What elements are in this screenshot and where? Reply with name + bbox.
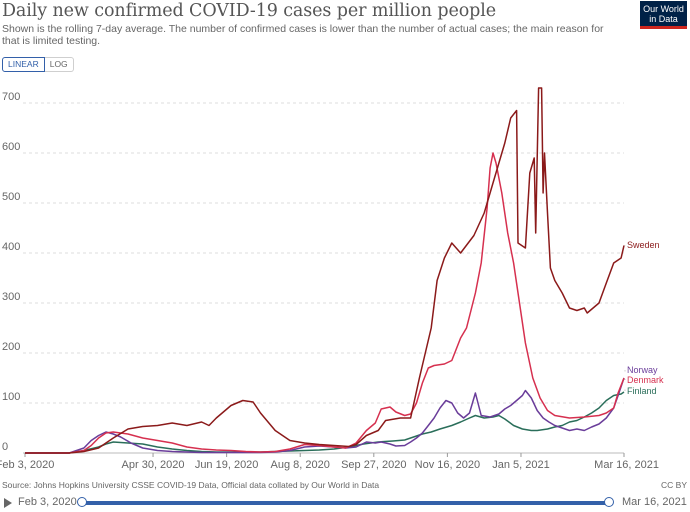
y-tick-label: 300 (2, 291, 20, 303)
license-link[interactable]: CC BY (661, 480, 687, 490)
x-tick-label: Aug 8, 2020 (271, 459, 330, 471)
chart-title: Daily new confirmed COVID-19 cases per m… (2, 1, 497, 21)
x-tick-label: Apr 30, 2020 (122, 459, 185, 471)
source-note: Source: Johns Hopkins University CSSE CO… (2, 480, 380, 490)
legend-label-denmark[interactable]: Denmark (627, 375, 664, 385)
log-scale-button[interactable]: LOG (44, 57, 74, 72)
play-icon[interactable] (4, 498, 12, 508)
x-tick-label: Sep 27, 2020 (341, 459, 406, 471)
legend-label-finland[interactable]: Finland (627, 386, 657, 396)
y-tick-label: 500 (2, 191, 20, 203)
legend-label-sweden[interactable]: Sweden (627, 240, 660, 250)
y-tick-label: 0 (2, 441, 8, 453)
timeline-start-label: Feb 3, 2020 (18, 496, 77, 508)
timeline-start-handle[interactable] (77, 497, 87, 507)
y-tick-label: 700 (2, 91, 20, 103)
timeline: Feb 3, 2020 Mar 16, 2021 (0, 496, 690, 512)
legend-label-norway[interactable]: Norway (627, 365, 658, 375)
chart-subtitle: Shown is the rolling 7-day average. The … (2, 23, 604, 47)
series-lines (25, 87, 625, 454)
series-line-norway[interactable] (25, 377, 625, 454)
series-line-finland[interactable] (25, 391, 625, 454)
x-tick-label: Feb 3, 2020 (0, 459, 54, 471)
linear-scale-button[interactable]: LINEAR (2, 57, 45, 72)
timeline-end-label: Mar 16, 2021 (622, 496, 687, 508)
series-line-sweden[interactable] (25, 87, 625, 454)
owid-logo[interactable]: Our World in Data (640, 1, 687, 29)
logo-line-1: Our World (643, 4, 684, 14)
timeline-track[interactable] (82, 501, 610, 505)
y-tick-label: 200 (2, 341, 20, 353)
logo-line-2: in Data (649, 14, 678, 24)
y-gridlines: 0 100 200 300 400 500 600 700 (2, 91, 624, 454)
y-tick-label: 400 (2, 241, 20, 253)
x-tick-label: Jun 19, 2020 (195, 459, 259, 471)
series-line-denmark[interactable] (25, 152, 625, 454)
y-tick-label: 100 (2, 391, 20, 403)
scale-toggle: LINEAR LOG (2, 57, 74, 72)
logo-accent-bar (640, 26, 687, 29)
x-tick-label: Mar 16, 2021 (594, 459, 659, 471)
timeline-end-handle[interactable] (604, 497, 614, 507)
x-tick-label: Nov 16, 2020 (415, 459, 480, 471)
y-tick-label: 600 (2, 141, 20, 153)
x-axis: Feb 3, 2020 Apr 30, 2020 Jun 19, 2020 Aug 8… (0, 453, 659, 471)
x-tick-label: Jan 5, 2021 (492, 459, 550, 471)
